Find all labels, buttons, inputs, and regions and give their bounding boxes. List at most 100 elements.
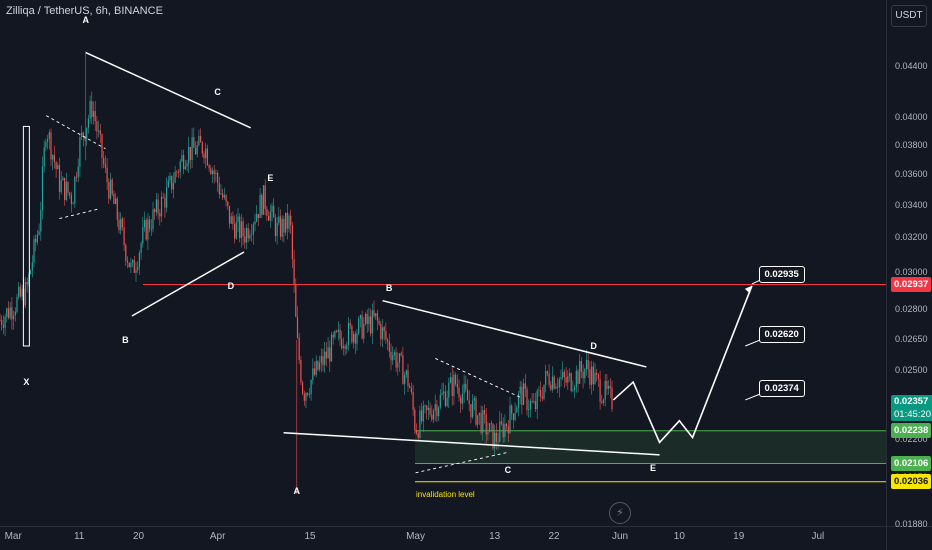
candle-body [606, 380, 608, 389]
candle-body [555, 386, 557, 389]
candle-body [415, 430, 418, 434]
y-tick-label: 0.03000 [895, 267, 928, 278]
currency-selector[interactable]: USDT [891, 5, 927, 27]
wave-label: A [293, 486, 301, 497]
candle-body [162, 196, 164, 198]
candle-body [169, 175, 171, 181]
candle-body [395, 352, 397, 368]
x-tick-label: Jul [811, 531, 825, 542]
candle-body [563, 371, 565, 378]
x-tick-label: May [406, 531, 425, 542]
candle-body [142, 227, 144, 244]
target-callout: 0.02620 [758, 325, 805, 343]
candle-body [254, 221, 256, 225]
candle-body [31, 262, 33, 271]
candle-body [215, 173, 217, 174]
y-tick-label: 0.04400 [895, 61, 928, 71]
candle-body [104, 163, 106, 168]
price-badge-value: 0.02238 [894, 425, 929, 437]
lightning-icon[interactable]: ⚡ [609, 502, 631, 524]
candle-body [330, 334, 333, 362]
candle-body [315, 360, 317, 375]
candle-body [72, 203, 74, 205]
candle-body [137, 267, 139, 270]
candles [0, 51, 613, 494]
candle-body [368, 316, 370, 325]
candle-body [0, 319, 1, 321]
candle-body [126, 260, 129, 263]
candle-body [444, 391, 446, 406]
candle-body [257, 214, 259, 219]
candle-body [460, 397, 462, 404]
x-tick-label: Jun [611, 531, 629, 542]
drawings [22, 51, 761, 474]
candle-body [591, 366, 593, 385]
candle-body [370, 316, 372, 334]
candle-body [67, 181, 69, 193]
candle-body [86, 127, 88, 140]
candle-body [193, 137, 195, 148]
candle-body [434, 404, 436, 411]
candle-body [584, 369, 586, 379]
callout-pointer [745, 339, 761, 347]
candle-body [291, 225, 293, 260]
candle-body [225, 195, 227, 202]
arrow-head [744, 285, 752, 294]
candle-body [325, 351, 327, 359]
candle-body [181, 155, 183, 162]
candle-body [567, 376, 569, 383]
candle-body [184, 166, 186, 170]
candle-body [135, 269, 137, 273]
candle-body [577, 370, 579, 384]
candle-body [456, 383, 458, 388]
candle-body [116, 198, 118, 220]
candle-body [290, 215, 292, 226]
candle-body [300, 360, 302, 383]
candle-body [463, 383, 465, 394]
candle-body [279, 216, 282, 237]
candle-body [1, 320, 3, 326]
candle-body [179, 161, 181, 173]
candle-body [342, 346, 344, 349]
candle-body [359, 315, 361, 319]
candle-body [26, 282, 28, 285]
candle-body [118, 219, 120, 231]
candle-body [53, 155, 55, 163]
candle-body [14, 311, 16, 316]
candle-body [439, 394, 441, 408]
candle-body [302, 382, 304, 394]
candle-body [81, 132, 83, 138]
y-tick-label: 0.04000 [895, 112, 928, 123]
candle-body [286, 212, 288, 229]
candle-body [183, 155, 185, 170]
candle-body [303, 393, 305, 401]
candle-body [517, 393, 520, 408]
candle-body [574, 387, 576, 390]
candle-body [524, 383, 526, 389]
candle-body [191, 137, 193, 160]
y-tick-label: 0.02500 [895, 365, 928, 376]
candle-body [211, 170, 214, 174]
candle-body [322, 356, 324, 365]
candle-body [458, 387, 460, 398]
wave-label: E [267, 172, 274, 183]
candle-body [217, 173, 219, 184]
candle-body [332, 334, 334, 338]
candle-body [98, 130, 100, 132]
candle-body [64, 177, 66, 200]
candle-body [417, 433, 419, 438]
candle-body [371, 310, 373, 334]
candle-body [499, 421, 501, 442]
callout-pointer [745, 393, 761, 401]
candle-body [57, 165, 59, 170]
candle-body [422, 405, 424, 422]
candle-body [376, 313, 378, 321]
candle-body [101, 134, 103, 158]
candle-body [133, 260, 135, 273]
candle-body [145, 220, 147, 240]
candle-body [402, 355, 404, 385]
candle-body [55, 162, 57, 170]
candle-body [337, 329, 339, 332]
